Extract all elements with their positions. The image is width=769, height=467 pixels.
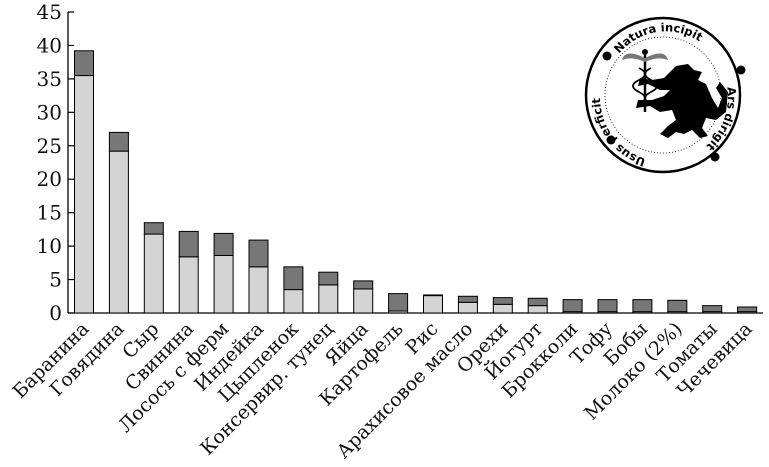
bar-segment-dark xyxy=(492,297,513,305)
y-tick-label: 30 xyxy=(37,100,62,124)
y-axis-ticks: 0 5 10 15 20 25 30 35 40 45 xyxy=(37,0,74,325)
y-tick-label: 35 xyxy=(37,67,62,91)
bar-segment-light xyxy=(108,150,129,314)
bar-segment-dark xyxy=(143,222,164,235)
bar-segment-dark xyxy=(737,306,758,313)
bar-segment-dark xyxy=(423,294,443,297)
y-tick-label: 15 xyxy=(37,201,62,225)
bar-segment-dark xyxy=(353,280,374,290)
bar-segment-dark xyxy=(108,131,129,152)
bar-segment-dark xyxy=(318,271,339,286)
bar-segment-dark xyxy=(667,299,688,313)
bar-segment-light xyxy=(353,288,374,314)
bar-segment-light xyxy=(178,256,199,314)
logo-emblem: Natura incipit Ars dirigit Usus perficit xyxy=(584,16,746,174)
bar-segment-dark xyxy=(74,50,94,77)
bar-segment-light xyxy=(283,289,304,314)
y-tick-label: 20 xyxy=(37,167,62,191)
y-tick-label: 5 xyxy=(49,268,62,292)
y-tick-label: 10 xyxy=(37,234,62,258)
bar-segment-dark xyxy=(597,299,618,313)
bar-segment-light xyxy=(423,295,443,314)
bar-segment-dark xyxy=(388,293,409,312)
bar-segment-dark xyxy=(527,297,548,307)
bar-segment-light xyxy=(74,75,94,314)
chart-bars xyxy=(74,50,758,314)
bar-segment-dark xyxy=(632,299,653,313)
bar-segment-light xyxy=(213,254,234,314)
bar-segment-dark xyxy=(178,230,199,258)
y-tick-label: 40 xyxy=(37,33,62,57)
bar-segment-dark xyxy=(562,299,583,313)
bar-segment-dark xyxy=(248,239,269,268)
bar-segment-light xyxy=(143,233,164,314)
bar-segment-light xyxy=(457,301,478,314)
lion-icon xyxy=(636,64,728,138)
y-tick-label: 25 xyxy=(37,134,62,158)
bar-segment-dark xyxy=(702,305,723,313)
bar-segment-dark xyxy=(457,295,478,303)
bar-segment-light xyxy=(527,305,548,314)
y-tick-label: 45 xyxy=(37,0,62,24)
bar-segment-light xyxy=(492,303,513,314)
bar-segment-dark xyxy=(213,232,234,256)
y-tick-label: 0 xyxy=(49,301,62,325)
bar-segment-light xyxy=(318,284,339,314)
bar-segment-light xyxy=(248,266,269,314)
bar-segment-dark xyxy=(283,266,304,291)
